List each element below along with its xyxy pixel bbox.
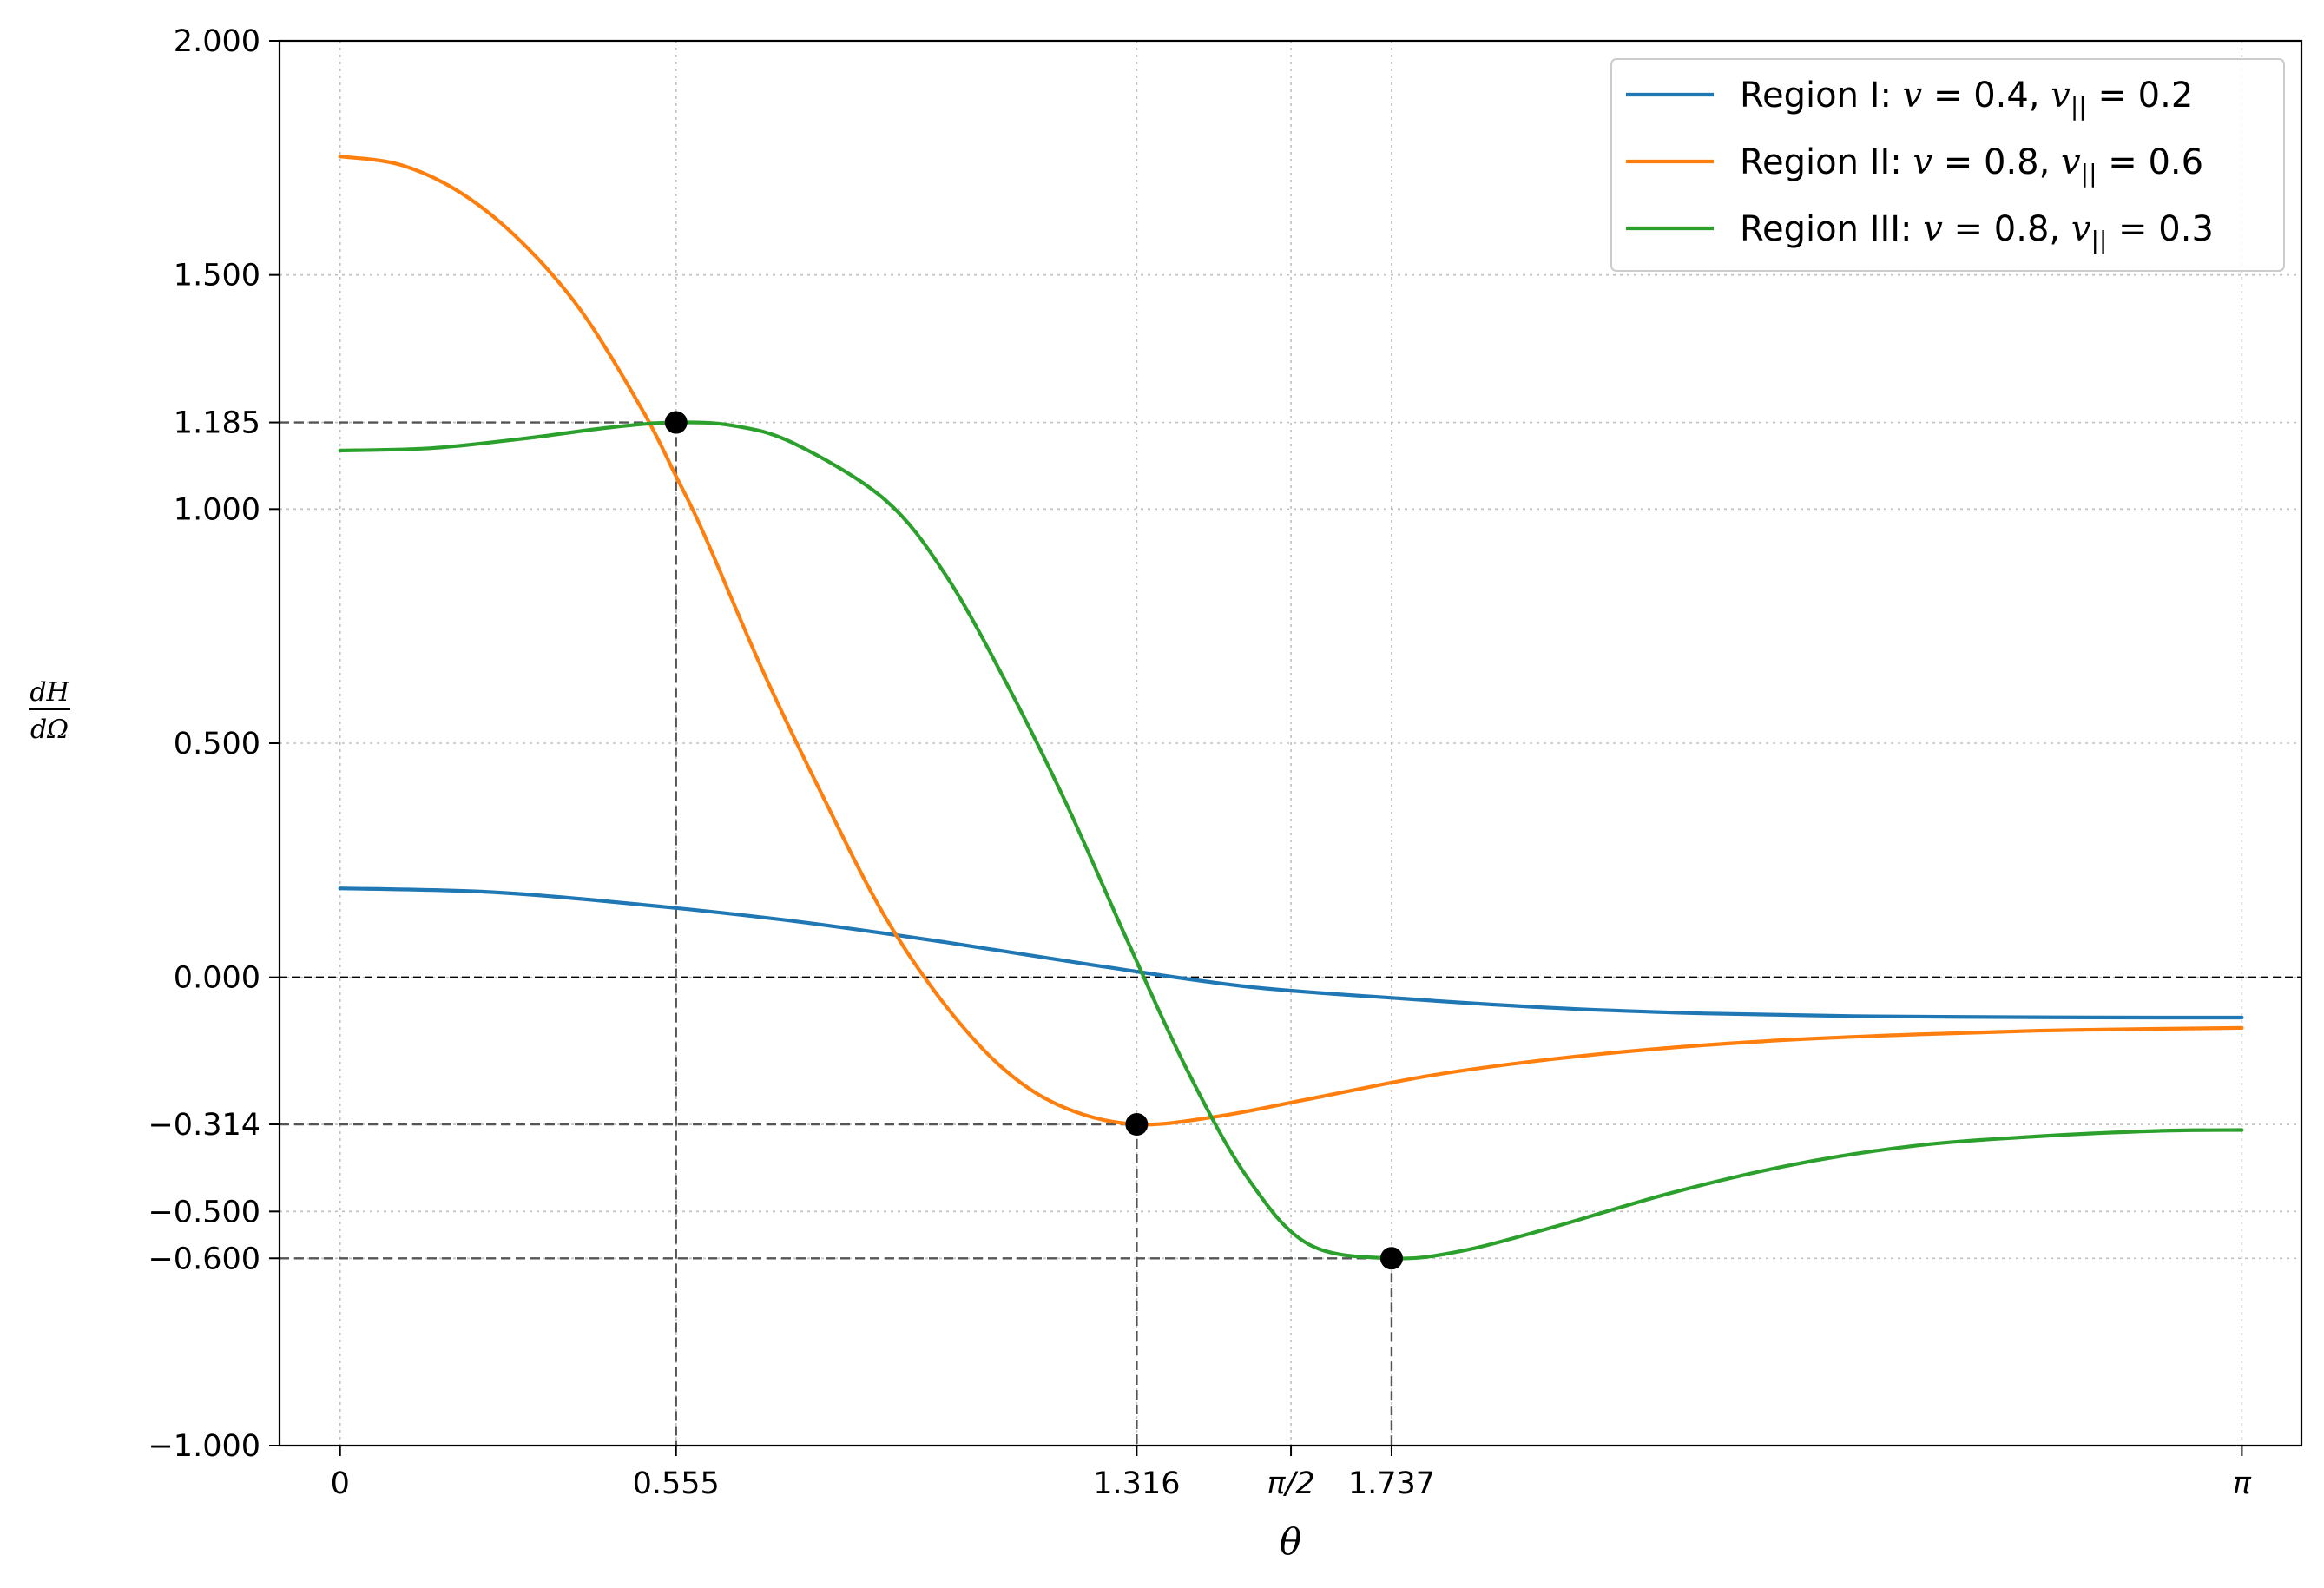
x-tick-label: 0 (331, 1466, 350, 1501)
marked-point (664, 411, 688, 434)
marked-points (664, 411, 1403, 1270)
legend-label: Region II: v = 0.8, v|| = 0.6 (1740, 142, 2203, 188)
series-line-2 (338, 155, 2244, 1127)
x-tick-label: 1.316 (1093, 1466, 1180, 1501)
series-line-1 (338, 886, 2244, 1020)
series-lines (338, 155, 2244, 1261)
y-tick-label: 0.000 (174, 961, 260, 996)
x-axis-label: θ (1280, 1520, 1301, 1563)
y-tick-label: 1.000 (174, 492, 260, 527)
marked-point (1379, 1247, 1403, 1270)
y-tick-label: −0.314 (148, 1108, 260, 1143)
x-tick-label: π/2 (1267, 1466, 1314, 1501)
y-tick-label: 2.000 (174, 24, 260, 59)
marked-point (1125, 1113, 1149, 1137)
legend-box (1610, 58, 2285, 272)
legend: Region I: v = 0.4, v|| = 0.2 Region II: v… (1610, 58, 2285, 272)
legend-item: Region III: v = 0.8, v|| = 0.3 (1626, 209, 2214, 254)
y-tick-label: −1.000 (148, 1429, 260, 1464)
legend-label: Region I: v = 0.4, v|| = 0.2 (1740, 76, 2193, 121)
y-tick-label: −0.500 (148, 1195, 260, 1229)
guide-lines (280, 421, 2301, 1446)
y-axis-ticks: 2.000 1.500 1.185 1.000 0.500 0.000 −0.314 −0.5… (148, 24, 280, 1464)
y-tick-label: 0.500 (174, 727, 260, 761)
x-tick-label: π (2233, 1466, 2252, 1501)
y-axis-label: dH dΩ (29, 677, 70, 745)
legend-item: Region I: v = 0.4, v|| = 0.2 (1626, 76, 2193, 121)
y-axis-label-denominator: dΩ (30, 715, 69, 745)
y-tick-label: 1.500 (174, 259, 260, 293)
x-axis-ticks: 0 0.555 1.316 π/2 1.737 π (331, 1446, 2252, 1501)
x-tick-label: 1.737 (1348, 1466, 1435, 1501)
legend-item: Region II: v = 0.8, v|| = 0.6 (1626, 142, 2203, 188)
y-tick-label: 1.185 (174, 406, 260, 441)
x-tick-label: 0.555 (633, 1466, 720, 1501)
y-axis-label-numerator: dH (30, 677, 69, 708)
grid-lines (280, 40, 2301, 1446)
y-tick-label: −0.600 (148, 1242, 260, 1276)
legend-label: Region III: v = 0.8, v|| = 0.3 (1740, 209, 2214, 254)
